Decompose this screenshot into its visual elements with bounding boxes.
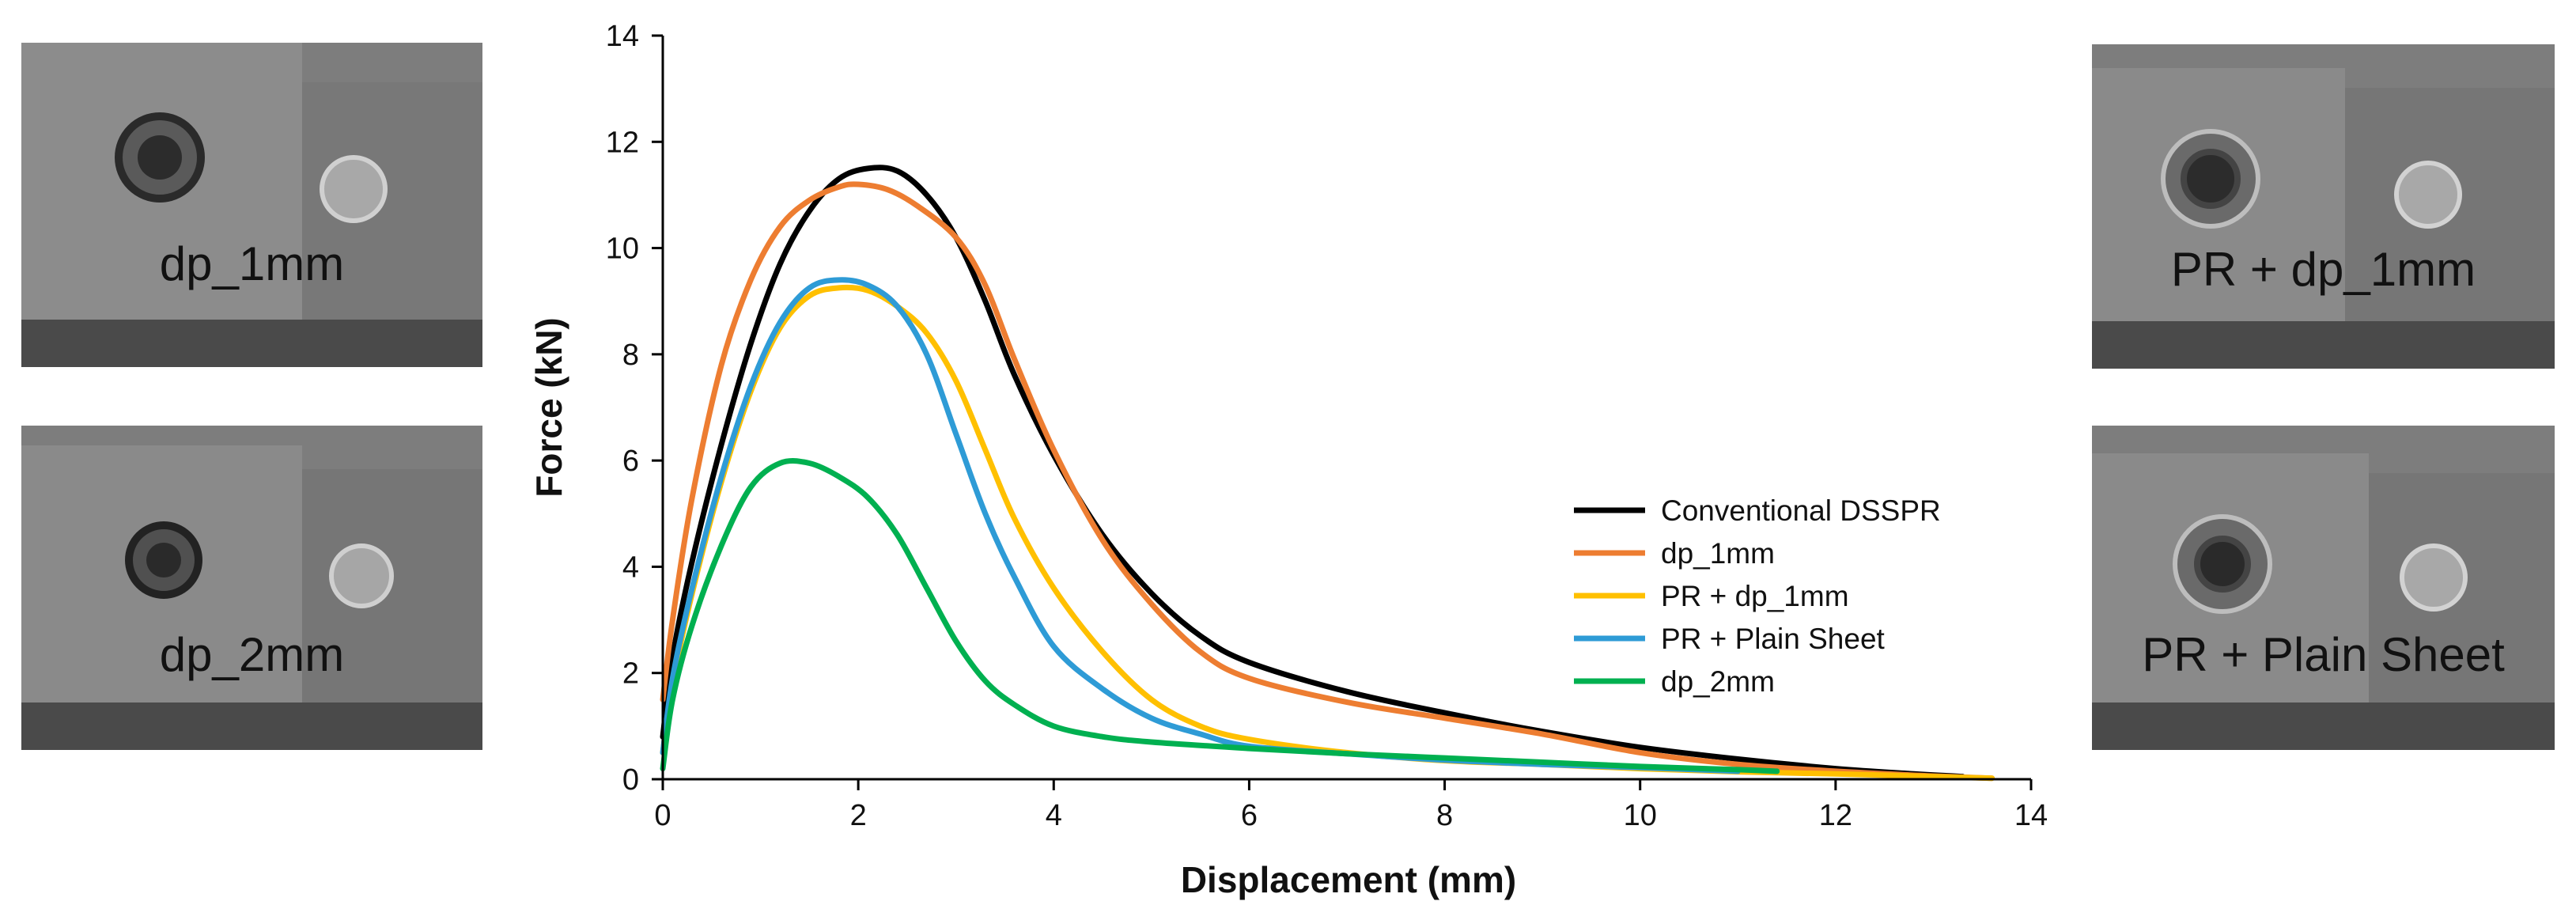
photo-dp-2mm: dp_2mm: [21, 426, 482, 750]
y-tick-label: 10: [606, 233, 639, 266]
x-tick-label: 8: [1436, 799, 1453, 832]
series-line-pr-plain-sheet: [660, 277, 1741, 774]
legend-label: dp_2mm: [1661, 665, 1775, 698]
legend-label: Conventional DSSPR: [1661, 494, 1941, 527]
x-tick-label: 4: [1046, 799, 1062, 832]
series-line-conventional-dsspr: [660, 165, 1965, 780]
y-tick-label: 12: [606, 126, 639, 159]
legend-layer: Conventional DSSPR dp_1mm PR + dp_1mm PR + …: [1574, 494, 1941, 698]
photo-pr-dp-1mm: PR + dp_1mm: [2092, 44, 2555, 369]
photo-label: PR + Plain Sheet: [2142, 628, 2505, 681]
series-line-pr-dp-1mm: [660, 284, 1995, 782]
y-tick-label: 2: [622, 657, 639, 691]
series-layer: [660, 165, 1995, 782]
photo-label: dp_1mm: [159, 237, 345, 290]
x-axis-label: Displacement (mm): [1181, 859, 1516, 900]
legend-label: PR + Plain Sheet: [1661, 623, 1886, 655]
y-axis-label: Force (kN): [528, 317, 569, 497]
x-tick-label: 14: [2014, 799, 2048, 832]
photo-dp-1mm: dp_1mm: [21, 43, 482, 367]
photo-pr-dp-1mm-drawing: [2092, 44, 2555, 369]
y-tick-label: 6: [622, 445, 639, 478]
legend-label: dp_1mm: [1661, 537, 1775, 570]
y-tick-label: 14: [606, 20, 639, 53]
x-tick-label: 12: [1819, 799, 1852, 832]
photo-dp-1mm-drawing: [21, 43, 482, 367]
x-tick-label: 0: [654, 799, 671, 832]
x-tick-label: 2: [850, 799, 867, 832]
y-tick-label: 4: [622, 551, 639, 584]
series-line-dp-1mm: [660, 181, 1995, 782]
y-tick-label: 8: [622, 339, 639, 372]
photo-label: PR + dp_1mm: [2170, 243, 2476, 296]
x-tick-label: 6: [1241, 799, 1258, 832]
photo-pr-plain-sheet-drawing: [2092, 426, 2555, 750]
legend-label: PR + dp_1mm: [1661, 580, 1849, 612]
series-line-dp-2mm: [660, 458, 1780, 774]
axes-layer: [661, 36, 2031, 781]
y-tick-label: 0: [622, 763, 639, 797]
x-tick-label: 10: [1624, 799, 1657, 832]
ticks-layer: 0 2 4 6 8 10 12 14 0 2 4 6 8 10 12 14: [606, 20, 2048, 832]
photo-pr-plain-sheet: PR + Plain Sheet: [2092, 426, 2555, 750]
photo-dp-2mm-drawing: [21, 426, 482, 750]
photo-label: dp_2mm: [159, 628, 345, 681]
